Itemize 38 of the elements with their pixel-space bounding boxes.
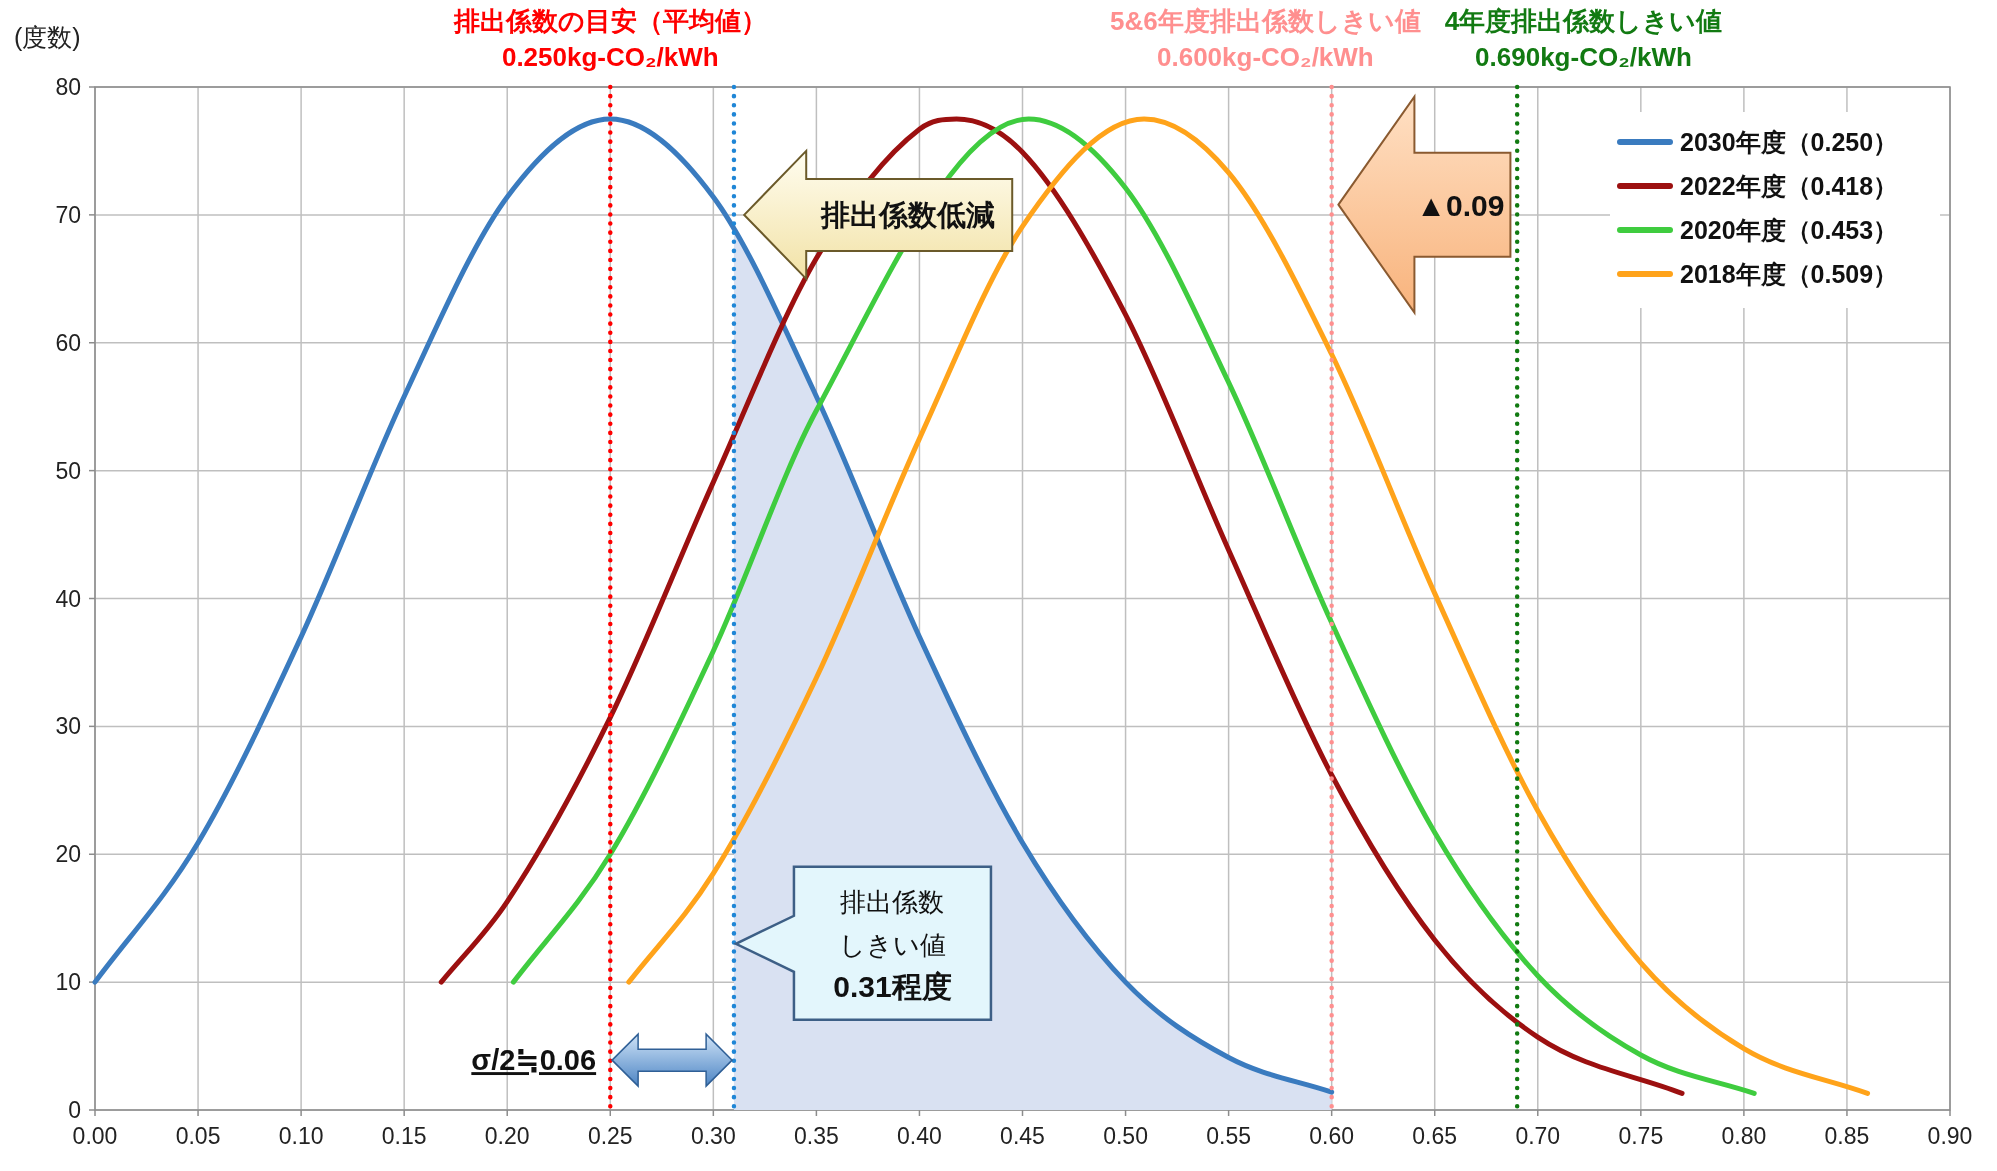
x-tick-label: 0.55 bbox=[1206, 1123, 1251, 1149]
x-tick-label: 0.40 bbox=[897, 1123, 942, 1149]
annotation: σ/2≒0.06 bbox=[471, 1044, 597, 1077]
x-tick-label: 0.60 bbox=[1309, 1123, 1355, 1149]
legend-label: 2022年度（0.418） bbox=[1680, 172, 1899, 200]
y-tick-label: 10 bbox=[55, 969, 81, 996]
x-tick-label: 0.20 bbox=[484, 1123, 530, 1149]
x-tick-label: 0.70 bbox=[1515, 1123, 1561, 1149]
y-tick-label: 20 bbox=[55, 841, 81, 868]
x-tick-label: 0.85 bbox=[1824, 1123, 1870, 1149]
y-tick-label: 80 bbox=[55, 74, 81, 100]
legend-label: 2020年度（0.453） bbox=[1680, 216, 1899, 244]
x-tick-label: 0.25 bbox=[587, 1123, 633, 1149]
legend-label: 2030年度（0.250） bbox=[1680, 128, 1899, 156]
y-tick-label: 40 bbox=[55, 585, 81, 612]
x-tick-label: 0.15 bbox=[381, 1123, 427, 1149]
annotation: ▲0.09 bbox=[1416, 188, 1505, 222]
annotation: 0.31程度 bbox=[833, 969, 952, 1003]
annotation: 排出係数低減 bbox=[820, 198, 996, 231]
legend-label: 2018年度（0.509） bbox=[1680, 260, 1899, 288]
x-tick-label: 0.75 bbox=[1618, 1123, 1664, 1149]
y-axis-title: (度数) bbox=[14, 23, 81, 51]
y-tick-label: 0 bbox=[68, 1097, 81, 1123]
x-tick-label: 0.45 bbox=[1000, 1123, 1045, 1149]
x-tick-label: 0.05 bbox=[175, 1123, 221, 1149]
x-tick-label: 0.30 bbox=[690, 1123, 736, 1149]
y-tick-label: 50 bbox=[55, 457, 81, 484]
annotation: 排出係数しきい値 bbox=[838, 886, 946, 960]
x-tick-label: 0.50 bbox=[1103, 1123, 1148, 1149]
y-tick-label: 60 bbox=[55, 329, 81, 356]
x-tick-label: 0.65 bbox=[1412, 1123, 1458, 1149]
x-tick-label: 0.00 bbox=[72, 1123, 118, 1149]
x-tick-label: 0.35 bbox=[794, 1123, 839, 1149]
x-tick-label: 0.10 bbox=[278, 1123, 324, 1149]
y-tick-label: 30 bbox=[55, 713, 81, 740]
x-tick-label: 0.90 bbox=[1927, 1123, 1973, 1149]
y-tick-label: 70 bbox=[55, 201, 81, 228]
x-tick-label: 0.80 bbox=[1721, 1123, 1767, 1149]
